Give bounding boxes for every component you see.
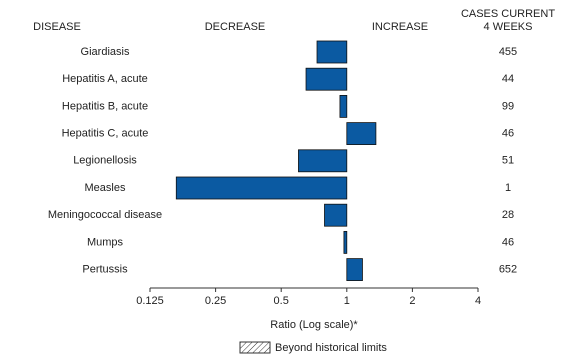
cases-value: 455 [499, 46, 517, 58]
bar [324, 203, 348, 227]
bar [175, 176, 348, 200]
category-label: Measles [85, 182, 126, 194]
cases-value: 28 [502, 209, 514, 221]
category-label: Pertussis [82, 264, 128, 276]
header-cases: 4 WEEKS [484, 21, 533, 33]
cases-value: 44 [502, 73, 514, 85]
bar [346, 122, 377, 145]
bar [298, 149, 348, 173]
header-increase: INCREASE [372, 21, 428, 33]
x-tick-label: 0.5 [274, 295, 289, 307]
bar [305, 67, 348, 91]
bar [346, 258, 363, 282]
bar [343, 230, 348, 254]
x-tick-label: 0.125 [136, 295, 164, 307]
cases-value: 51 [502, 155, 514, 167]
cases-value: 46 [502, 128, 514, 140]
header-decrease: DECREASE [205, 21, 266, 33]
category-label: Giardiasis [81, 46, 130, 58]
bar [339, 95, 348, 118]
cases-value: 46 [502, 236, 514, 248]
category-label: Hepatitis B, acute [62, 100, 148, 112]
category-label: Hepatitis C, acute [62, 128, 149, 140]
category-label: Hepatitis A, acute [62, 73, 148, 85]
cases-value: 652 [499, 264, 517, 276]
category-label: Meningococcal disease [48, 209, 162, 221]
x-tick-label: 4 [475, 295, 481, 307]
header-cases: CASES CURRENT [461, 8, 555, 20]
legend-swatch [239, 341, 271, 354]
header-disease: DISEASE [33, 21, 81, 33]
x-axis-label: Ratio (Log scale)* [270, 319, 358, 331]
x-tick-label: 0.25 [205, 295, 226, 307]
x-tick-label: 1 [344, 295, 350, 307]
cases-value: 99 [502, 100, 514, 112]
category-label: Mumps [87, 236, 124, 248]
category-label: Legionellosis [73, 155, 137, 167]
bar [316, 40, 348, 64]
cases-value: 1 [505, 182, 511, 194]
x-tick-label: 2 [409, 295, 415, 307]
legend-label: Beyond historical limits [275, 342, 387, 354]
